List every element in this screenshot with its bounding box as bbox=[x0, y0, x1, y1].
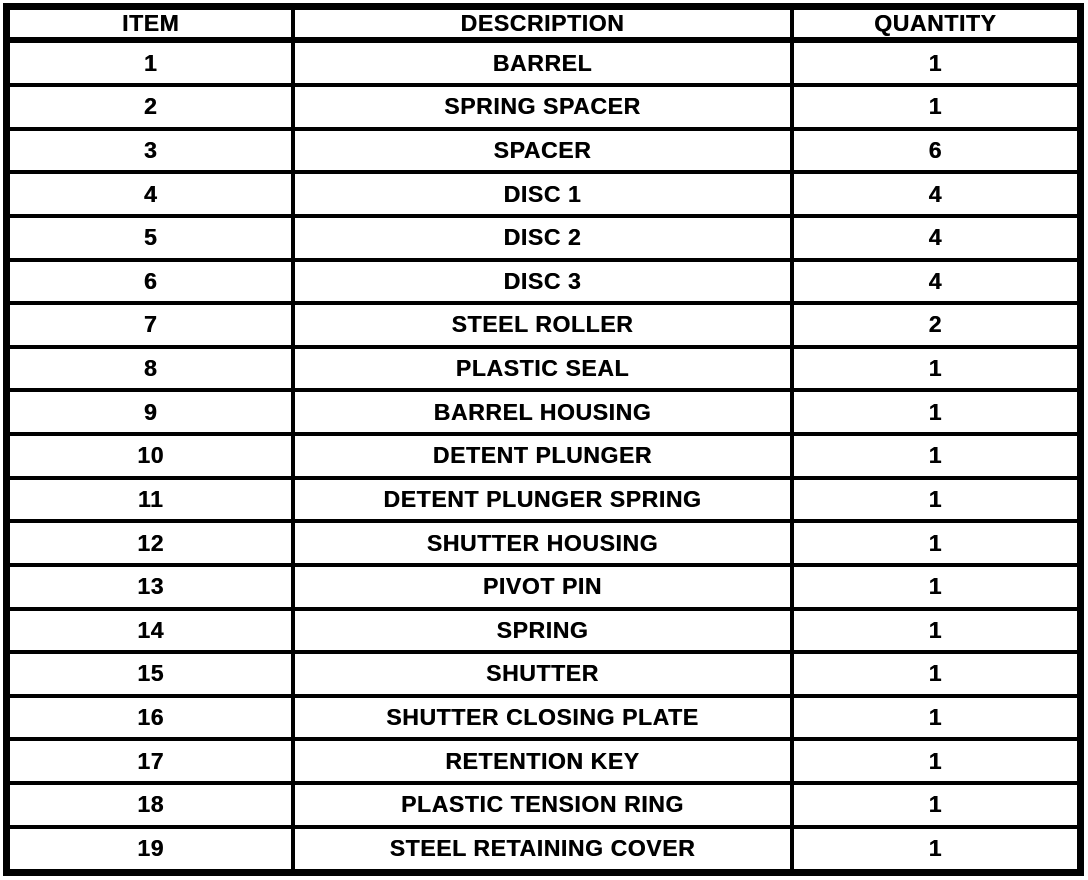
description-cell: DETENT PLUNGER bbox=[291, 432, 794, 480]
quantity-cell: 1 bbox=[789, 432, 1083, 480]
table-row: 18 PLASTIC TENSION RING 1 bbox=[4, 781, 1083, 829]
table-row: 1 BARREL 1 bbox=[4, 37, 1083, 88]
quantity-cell: 1 bbox=[789, 562, 1083, 611]
description-cell: RETENTION KEY bbox=[291, 737, 794, 786]
description-cell: SHUTTER HOUSING bbox=[291, 519, 794, 567]
table-row: 10 DETENT PLUNGER 1 bbox=[4, 432, 1083, 480]
quantity-cell: 1 bbox=[789, 37, 1083, 88]
quantity-cell: 1 bbox=[789, 344, 1083, 393]
item-cell: 16 bbox=[4, 693, 296, 742]
table-row: 17 RETENTION KEY 1 bbox=[4, 737, 1083, 786]
item-cell: 2 bbox=[4, 83, 296, 131]
item-cell: 19 bbox=[4, 824, 296, 875]
quantity-cell: 1 bbox=[789, 781, 1083, 829]
quantity-cell: 1 bbox=[789, 650, 1083, 698]
description-cell: DISC 1 bbox=[291, 170, 794, 218]
item-cell: 8 bbox=[4, 344, 296, 393]
quantity-cell: 4 bbox=[789, 170, 1083, 218]
item-cell: 12 bbox=[4, 519, 296, 567]
description-cell: BARREL HOUSING bbox=[291, 388, 794, 437]
table-row: 12 SHUTTER HOUSING 1 bbox=[4, 519, 1083, 567]
parts-table-header: ITEM DESCRIPTION QUANTITY bbox=[4, 4, 1083, 43]
description-cell: SHUTTER bbox=[291, 650, 794, 698]
table-row: 6 DISC 3 4 bbox=[4, 257, 1083, 306]
item-cell: 17 bbox=[4, 737, 296, 786]
table-row: 8 PLASTIC SEAL 1 bbox=[4, 344, 1083, 393]
description-cell: PIVOT PIN bbox=[291, 562, 794, 611]
table-row: 4 DISC 1 4 bbox=[4, 170, 1083, 218]
description-cell: DISC 3 bbox=[291, 257, 794, 306]
item-cell: 13 bbox=[4, 562, 296, 611]
quantity-cell: 4 bbox=[789, 213, 1083, 262]
quantity-cell: 6 bbox=[789, 126, 1083, 175]
item-cell: 15 bbox=[4, 650, 296, 698]
item-cell: 3 bbox=[4, 126, 296, 175]
table-row: 14 SPRING 1 bbox=[4, 606, 1083, 655]
table-row: 2 SPRING SPACER 1 bbox=[4, 83, 1083, 131]
table-row: 7 STEEL ROLLER 2 bbox=[4, 301, 1083, 349]
quantity-cell: 1 bbox=[789, 475, 1083, 524]
quantity-cell: 1 bbox=[789, 606, 1083, 655]
quantity-cell: 1 bbox=[789, 737, 1083, 786]
description-cell: PLASTIC SEAL bbox=[291, 344, 794, 393]
table-row: 13 PIVOT PIN 1 bbox=[4, 562, 1083, 611]
item-cell: 5 bbox=[4, 213, 296, 262]
item-cell: 9 bbox=[4, 388, 296, 437]
table-row: 3 SPACER 6 bbox=[4, 126, 1083, 175]
description-cell: BARREL bbox=[291, 37, 794, 88]
table-row: 19 STEEL RETAINING COVER 1 bbox=[4, 824, 1083, 875]
quantity-cell: 1 bbox=[789, 693, 1083, 742]
header-item: ITEM bbox=[4, 4, 296, 43]
description-cell: STEEL ROLLER bbox=[291, 301, 794, 349]
description-cell: STEEL RETAINING COVER bbox=[291, 824, 794, 875]
description-cell: SPRING SPACER bbox=[291, 83, 794, 131]
item-cell: 10 bbox=[4, 432, 296, 480]
item-cell: 18 bbox=[4, 781, 296, 829]
description-cell: SPACER bbox=[291, 126, 794, 175]
parts-table-body: 1 BARREL 1 2 SPRING SPACER 1 3 SPACER 6 … bbox=[4, 37, 1083, 875]
description-cell: SHUTTER CLOSING PLATE bbox=[291, 693, 794, 742]
quantity-cell: 1 bbox=[789, 83, 1083, 131]
table-row: 9 BARREL HOUSING 1 bbox=[4, 388, 1083, 437]
description-cell: DISC 2 bbox=[291, 213, 794, 262]
item-cell: 4 bbox=[4, 170, 296, 218]
description-cell: DETENT PLUNGER SPRING bbox=[291, 475, 794, 524]
table-row: 16 SHUTTER CLOSING PLATE 1 bbox=[4, 693, 1083, 742]
item-cell: 1 bbox=[4, 37, 296, 88]
header-description: DESCRIPTION bbox=[291, 4, 794, 43]
header-row: ITEM DESCRIPTION QUANTITY bbox=[4, 4, 1083, 43]
description-cell: PLASTIC TENSION RING bbox=[291, 781, 794, 829]
item-cell: 14 bbox=[4, 606, 296, 655]
parts-table: ITEM DESCRIPTION QUANTITY 1 BARREL 1 2 S… bbox=[3, 3, 1084, 876]
header-quantity: QUANTITY bbox=[789, 4, 1083, 43]
description-cell: SPRING bbox=[291, 606, 794, 655]
quantity-cell: 1 bbox=[789, 519, 1083, 567]
item-cell: 11 bbox=[4, 475, 296, 524]
quantity-cell: 2 bbox=[789, 301, 1083, 349]
table-row: 15 SHUTTER 1 bbox=[4, 650, 1083, 698]
table-row: 5 DISC 2 4 bbox=[4, 213, 1083, 262]
item-cell: 6 bbox=[4, 257, 296, 306]
quantity-cell: 1 bbox=[789, 388, 1083, 437]
quantity-cell: 4 bbox=[789, 257, 1083, 306]
item-cell: 7 bbox=[4, 301, 296, 349]
table-row: 11 DETENT PLUNGER SPRING 1 bbox=[4, 475, 1083, 524]
quantity-cell: 1 bbox=[789, 824, 1083, 875]
